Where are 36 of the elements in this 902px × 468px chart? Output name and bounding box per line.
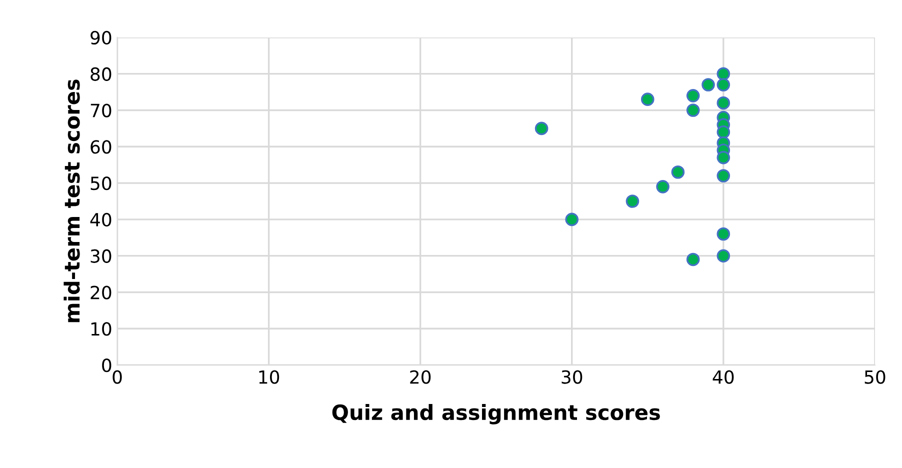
point [702,78,715,92]
point [716,169,730,182]
y-tick-label: 50 [90,176,112,190]
y-tick-label: 80 [90,67,112,81]
point [534,122,548,136]
point [686,252,700,266]
y-tick-label: 40 [90,212,112,227]
point [686,89,700,102]
x-axis-title: Quiz and assignment scores [332,404,660,424]
point [716,96,730,110]
point [716,249,730,262]
point [716,150,730,164]
x-tick-label: 50 [864,370,886,384]
point [671,165,685,179]
y-axis-title: mid-term test scores [64,80,80,322]
point [656,180,670,194]
y-tick-label: 10 [91,322,112,336]
x-tick-label: 10 [259,370,280,384]
point [626,194,640,208]
y-tick-label: 70 [90,104,112,118]
y-tick-label: 60 [90,140,112,154]
y-tick-label: 90 [90,30,112,45]
y-tick-label: 20 [90,286,112,300]
point [565,212,579,226]
y-tick-label: 30 [90,249,112,263]
point [716,78,730,92]
y-tick-label: 0 [102,358,112,372]
x-tick-label: 40 [712,370,734,384]
point [716,125,730,139]
point [716,67,730,80]
point [686,104,700,117]
point [640,92,654,106]
point [716,227,730,241]
x-tick-label: 20 [410,370,431,384]
x-tick-label: 0 [112,370,122,384]
x-tick-label: 30 [562,370,582,384]
